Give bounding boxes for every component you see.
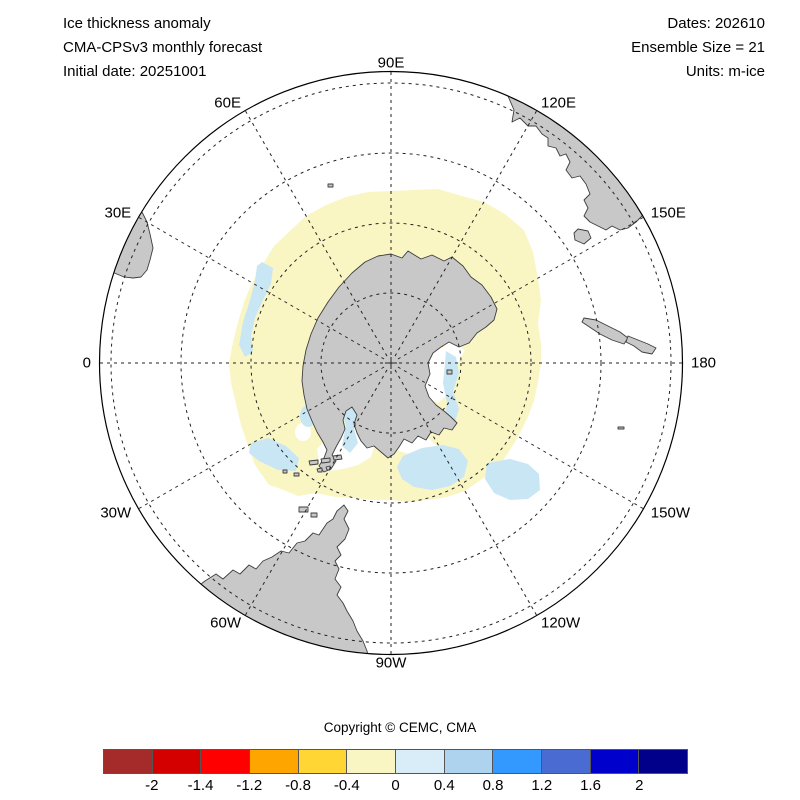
header-right: Dates: 202610 Ensemble Size = 21 Units: …	[631, 12, 765, 84]
colorbar-tick: -0.8	[285, 777, 311, 794]
units: Units: m-ice	[685, 63, 765, 80]
meridian-line	[397, 217, 644, 360]
colorbar-cell	[250, 750, 299, 773]
meridian-labels: 0 30E 60E 90E 120E 150E 180 150W 120W 90W 60W 30W	[83, 55, 716, 672]
colorbar-cell	[444, 750, 494, 773]
antarctic-islands	[282, 183, 625, 518]
model-name: CMA-CPSv3 monthly forecast	[63, 39, 263, 56]
meridian-label: 60W	[210, 614, 242, 631]
colorbar-tick: 0	[391, 777, 400, 794]
meridian-label: 30W	[100, 505, 132, 522]
colorbar-cell	[152, 750, 202, 773]
anomaly-positive-patches	[239, 262, 540, 500]
meridian-line	[397, 366, 644, 509]
meridian-label: 180	[691, 355, 716, 372]
new-zealand-landmass	[581, 317, 657, 355]
meridian-label: 90E	[378, 55, 405, 72]
meridian-label: 0	[83, 355, 91, 372]
meridian-line	[138, 366, 385, 509]
colorbar-cell	[201, 750, 251, 773]
colorbar-tick: -1.4	[187, 777, 214, 794]
colorbar-tick: 0.4	[433, 777, 455, 794]
map-boundary-circle	[98, 70, 684, 656]
colorbar-tick: -2	[145, 777, 159, 794]
colorbar-tick: 2	[635, 777, 644, 794]
colorbar-cell	[493, 750, 543, 773]
colorbar-cell	[639, 750, 688, 773]
meridian-line	[245, 110, 388, 357]
initial-date: Initial date: 20251001	[63, 63, 207, 80]
meridian-label: 150W	[651, 505, 691, 522]
valid-dates: Dates: 202610	[667, 15, 765, 32]
plot-title: Ice thickness anomaly	[63, 15, 211, 32]
colorbar-cell	[590, 750, 640, 773]
meridian-label: 120W	[541, 614, 581, 631]
meridian-line	[394, 369, 537, 616]
antarctica-landmass	[301, 250, 498, 473]
copyright-text: Copyright © CEMC, CMA	[323, 720, 477, 735]
meridian-label: 90W	[376, 655, 408, 672]
colorbar-tick-labels: -2 -1.4 -1.2 -0.8 -0.4 0 0.4 0.8 1.2 1.6 2	[0, 777, 800, 797]
colorbar-tick: 1.6	[580, 777, 601, 794]
header-left: Ice thickness anomaly CMA-CPSv3 monthly …	[63, 12, 262, 84]
colorbar-tick: 1.2	[531, 777, 553, 794]
graticule	[100, 72, 682, 654]
colorbar-cell	[298, 750, 348, 773]
meridian-line	[245, 369, 388, 616]
meridian-label: 30E	[104, 205, 131, 222]
colorbar-cell	[104, 750, 153, 773]
colorbar-cell	[347, 750, 397, 773]
meridian-label: 150E	[651, 205, 686, 222]
meridian-line	[138, 217, 385, 360]
meridian-label: 60E	[214, 95, 241, 112]
meridian-line	[394, 110, 537, 357]
colorbar-tick: 0.8	[482, 777, 504, 794]
colorbar-cell	[396, 750, 445, 773]
ensemble-size: Ensemble Size = 21	[631, 39, 765, 56]
colorbar	[103, 749, 688, 774]
meridian-label: 120E	[541, 95, 576, 112]
colorbar-tick: -0.4	[333, 777, 360, 794]
tasmania-landmass	[573, 228, 592, 245]
colorbar-tick: -1.2	[236, 777, 263, 794]
colorbar-cell	[542, 750, 591, 773]
